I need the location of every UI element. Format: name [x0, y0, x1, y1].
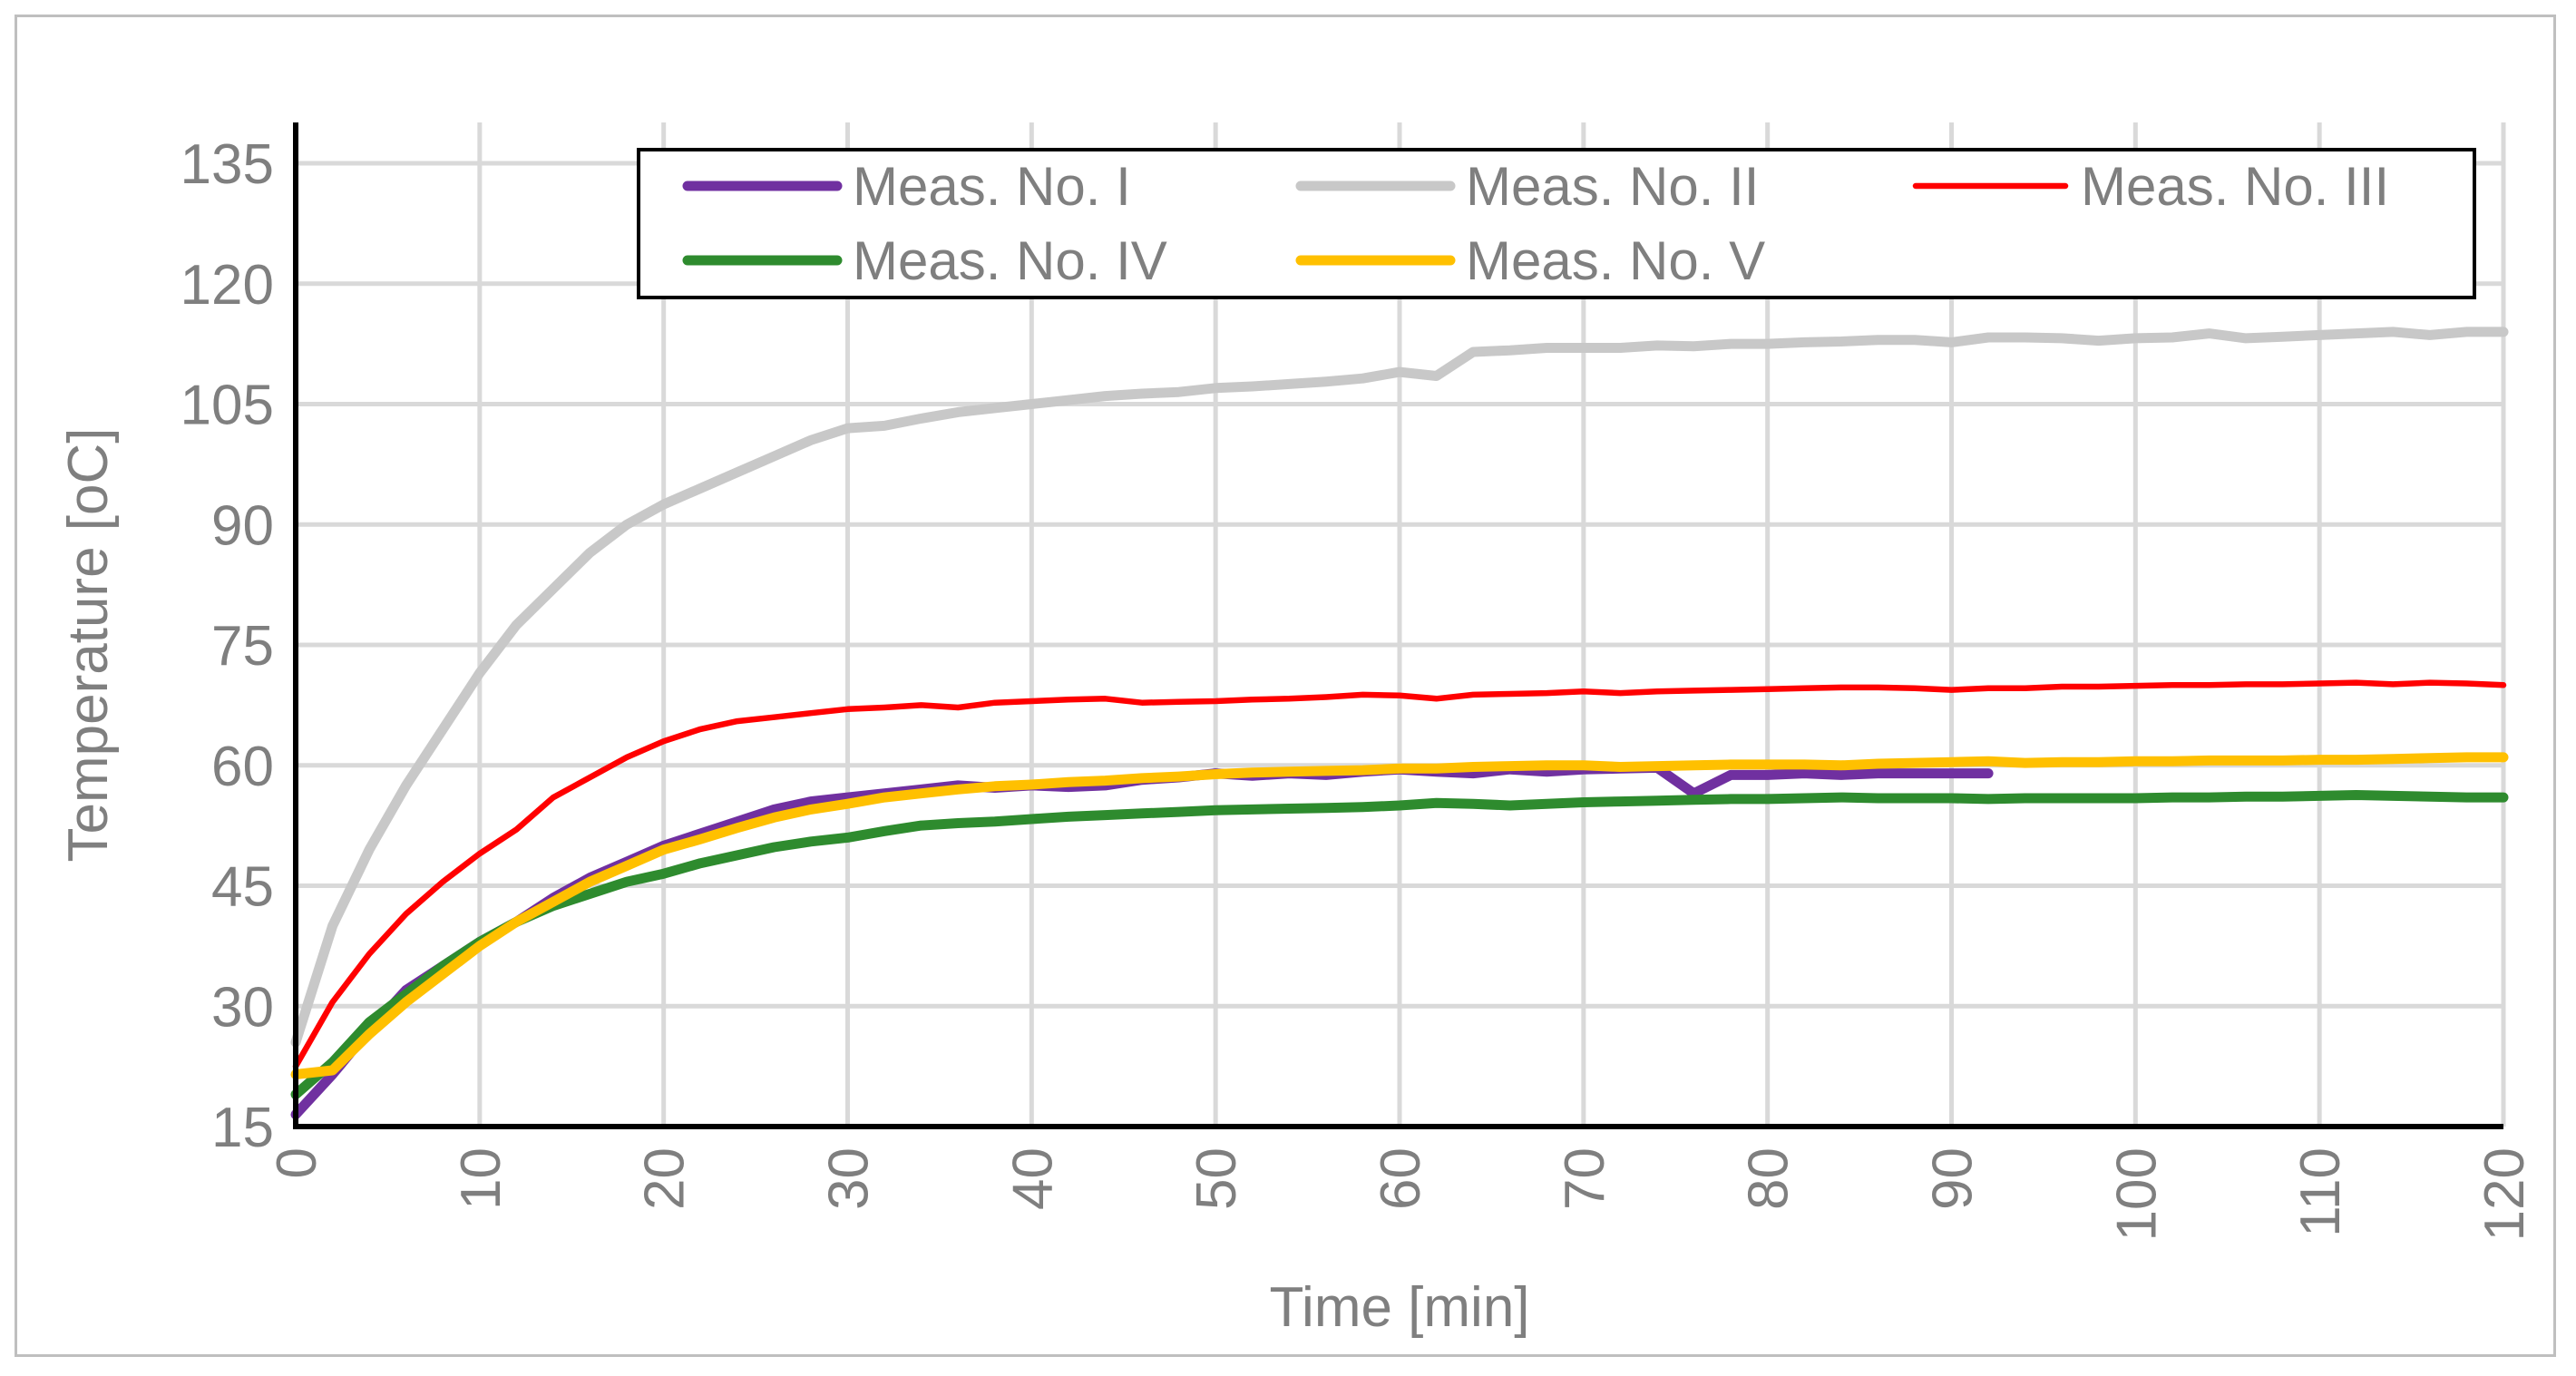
y-tick-label: 30	[211, 976, 274, 1039]
y-tick-label: 135	[181, 133, 274, 196]
legend: Meas. No. I Meas. No. II Meas. No. III Meas…	[637, 148, 2476, 299]
y-tick-label: 60	[211, 736, 274, 798]
x-tick-label: 10	[450, 1147, 512, 1210]
x-tick-label: 40	[1001, 1147, 1064, 1210]
x-tick-label: 100	[2105, 1147, 2168, 1241]
x-tick-label: 120	[2474, 1147, 2536, 1241]
x-tick-label: 70	[1554, 1147, 1616, 1210]
x-tick-label: 90	[1922, 1147, 1985, 1210]
x-tick-label: 50	[1186, 1147, 1248, 1210]
x-axis-title: Time [min]	[1269, 1276, 1529, 1339]
series-line-4	[290, 790, 2509, 1100]
x-tick-label: 20	[634, 1147, 697, 1210]
series-lines	[290, 327, 2509, 1120]
legend-box	[637, 148, 2476, 299]
series-line-1	[290, 762, 1994, 1120]
x-tick-label: 110	[2289, 1147, 2352, 1237]
tick-labels: 15 30 45 60 75 90 105 120 135 0 10 20 30 40 50 60 70 80 90…	[181, 133, 2536, 1241]
y-tick-label: 75	[211, 615, 274, 678]
y-tick-label: 45	[211, 856, 274, 919]
y-axis-title: Temperature [oC]	[57, 428, 120, 863]
y-tick-label: 105	[181, 375, 274, 437]
y-tick-label: 90	[211, 494, 274, 557]
x-tick-label: 60	[1370, 1147, 1432, 1210]
y-tick-label: 120	[181, 254, 274, 317]
x-tick-label: 30	[818, 1147, 881, 1210]
legend-label: Meas. No. II	[1466, 156, 1759, 217]
legend-label: Meas. No. V	[1466, 230, 1765, 291]
series-line-5	[290, 752, 2509, 1079]
x-tick-label: 80	[1738, 1147, 1800, 1210]
x-tick-label: 0	[266, 1147, 328, 1178]
axes	[293, 122, 2503, 1129]
y-tick-label: 15	[211, 1097, 274, 1159]
legend-label: Meas. No. III	[2081, 156, 2389, 217]
legend-label: Meas. No. IV	[853, 230, 1167, 291]
legend-label: Meas. No. I	[853, 156, 1131, 217]
series-line-2	[290, 327, 2509, 1048]
series-line-3	[292, 679, 2507, 1069]
